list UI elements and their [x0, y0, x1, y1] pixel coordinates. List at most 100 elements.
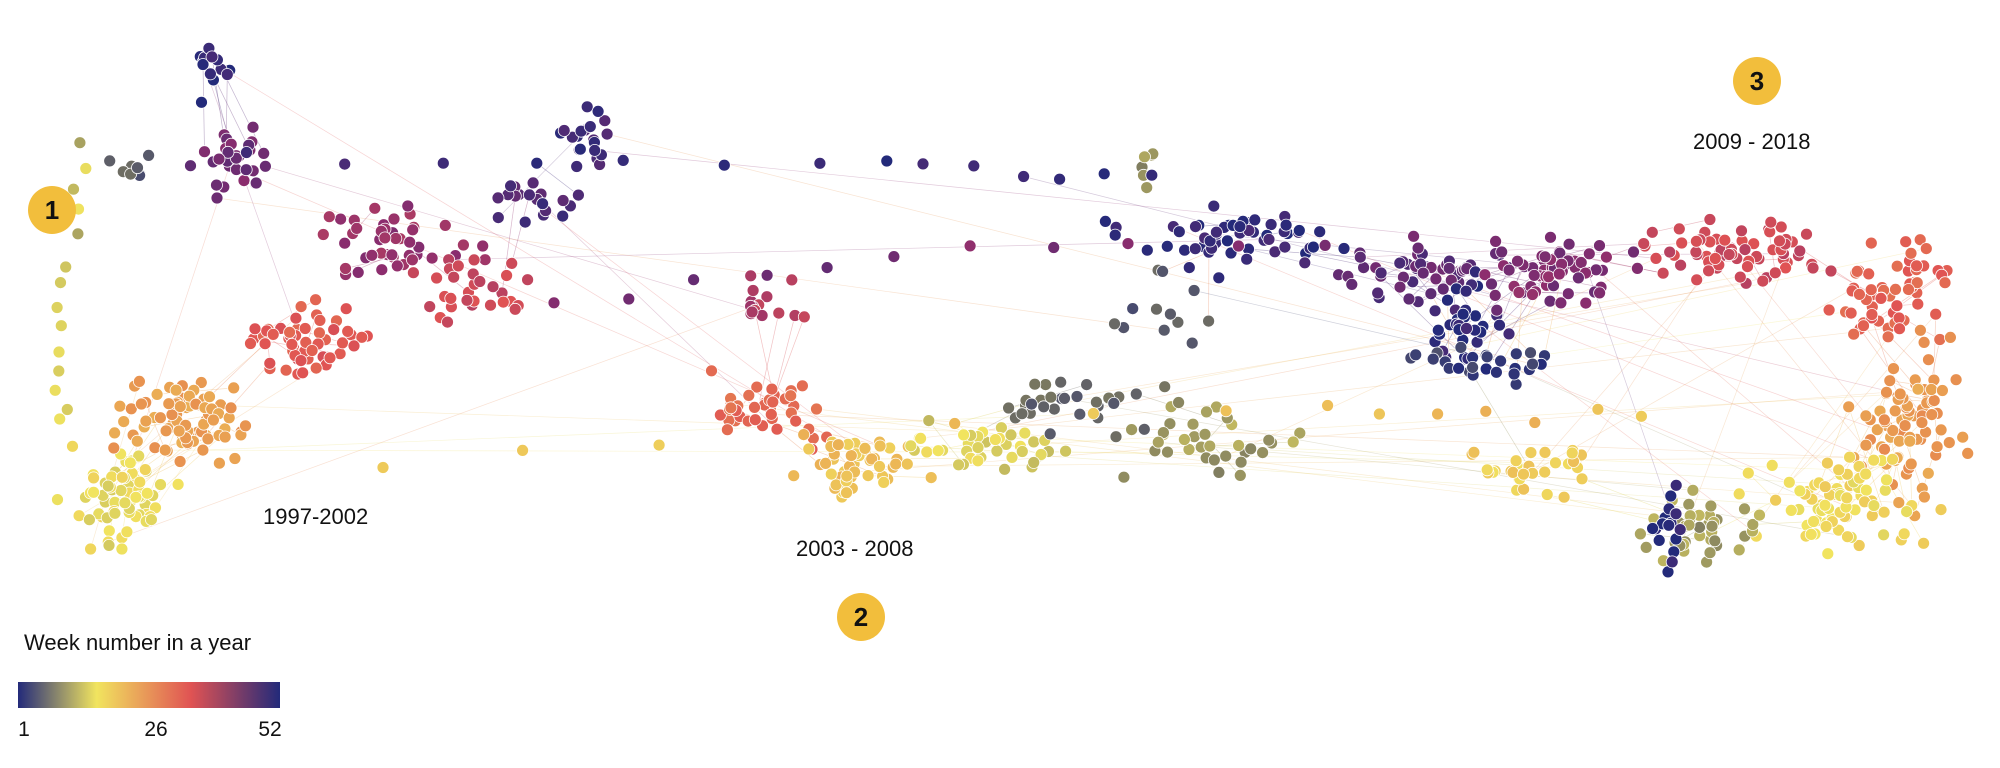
network-node — [52, 364, 66, 378]
network-node — [963, 239, 977, 253]
network-node — [140, 486, 154, 500]
network-node — [447, 270, 461, 284]
network-edge — [542, 203, 778, 430]
network-node — [1565, 446, 1579, 460]
network-node — [1017, 170, 1030, 183]
network-node — [1883, 374, 1897, 388]
network-node — [1746, 518, 1760, 531]
period-2-marker: 2 — [837, 593, 885, 641]
network-node — [451, 259, 465, 273]
network-node — [54, 276, 67, 290]
network-node — [1669, 507, 1683, 521]
network-edge — [1023, 176, 1496, 296]
network-node — [1768, 266, 1782, 280]
network-node — [195, 95, 208, 109]
network-node — [556, 209, 570, 223]
network-node — [1918, 490, 1931, 504]
network-node — [1708, 252, 1722, 265]
network-edge — [1040, 455, 1856, 511]
network-node — [1911, 297, 1925, 311]
network-node — [405, 253, 419, 267]
network-node — [1059, 444, 1072, 458]
network-node — [880, 154, 894, 168]
network-edges — [78, 55, 1948, 551]
network-node — [1172, 396, 1185, 409]
network-node — [1753, 508, 1766, 522]
network-node — [785, 273, 799, 287]
network-node — [1922, 353, 1935, 367]
network-node — [53, 412, 67, 426]
network-edge — [1933, 314, 1937, 381]
network-edge — [871, 457, 971, 460]
network-node — [1579, 296, 1593, 310]
network-node — [802, 442, 816, 456]
network-node — [338, 157, 352, 171]
network-node — [338, 236, 352, 250]
network-node — [1160, 239, 1174, 253]
network-node — [1557, 490, 1571, 504]
legend-title: Week number in a year — [24, 630, 251, 655]
network-node — [423, 300, 437, 314]
network-node — [1893, 322, 1906, 336]
network-node — [1140, 181, 1154, 195]
network-node — [101, 479, 115, 493]
network-node — [1203, 439, 1217, 453]
network-node — [129, 490, 143, 504]
network-node — [1047, 402, 1061, 416]
network-node — [1460, 322, 1473, 335]
network-node — [368, 201, 382, 215]
network-node — [210, 191, 224, 205]
network-node — [1053, 172, 1066, 186]
network-node — [355, 330, 369, 344]
network-node — [1416, 266, 1430, 280]
network-edge — [111, 437, 186, 478]
network-node — [748, 400, 761, 414]
network-node — [840, 469, 854, 483]
network-node — [486, 280, 500, 294]
network-edge — [1025, 282, 1747, 406]
network-node — [1892, 311, 1906, 325]
network-node — [1832, 523, 1845, 537]
network-node — [73, 136, 87, 150]
network-node — [376, 461, 390, 474]
network-node — [298, 322, 312, 335]
network-node — [1840, 491, 1854, 505]
legend-tick-mid: 26 — [144, 718, 167, 741]
network-node — [1137, 422, 1151, 436]
network-node — [1407, 229, 1420, 243]
network-node — [1517, 467, 1530, 481]
network-node — [530, 156, 544, 170]
network-node — [744, 269, 758, 283]
network-node — [132, 449, 146, 463]
network-node — [102, 539, 116, 552]
network-node — [1524, 346, 1537, 360]
network-node — [1554, 296, 1568, 310]
network-node — [1708, 534, 1722, 548]
network-node — [305, 344, 319, 357]
network-node — [131, 161, 144, 175]
network-node — [249, 176, 263, 190]
network-node — [745, 305, 759, 319]
network-node — [1870, 423, 1884, 437]
network-node — [1741, 260, 1754, 274]
network-node — [844, 449, 858, 463]
network-node — [1203, 234, 1217, 248]
network-node — [1852, 539, 1866, 552]
network-node — [1117, 470, 1131, 484]
network-node — [840, 486, 853, 500]
network-node — [1704, 499, 1718, 513]
network-node — [500, 269, 514, 282]
network-node — [1843, 450, 1856, 464]
network-edge — [1194, 290, 1501, 362]
network-edge — [265, 165, 755, 311]
network-node — [339, 302, 353, 316]
period-1-badge — [28, 186, 76, 234]
network-node — [1424, 287, 1438, 301]
network-node — [198, 145, 211, 159]
network-node — [1393, 280, 1407, 294]
network-node — [824, 467, 838, 481]
network-node — [1172, 225, 1186, 239]
network-node — [248, 322, 262, 336]
network-node — [1426, 352, 1440, 366]
network-node — [1637, 237, 1651, 251]
